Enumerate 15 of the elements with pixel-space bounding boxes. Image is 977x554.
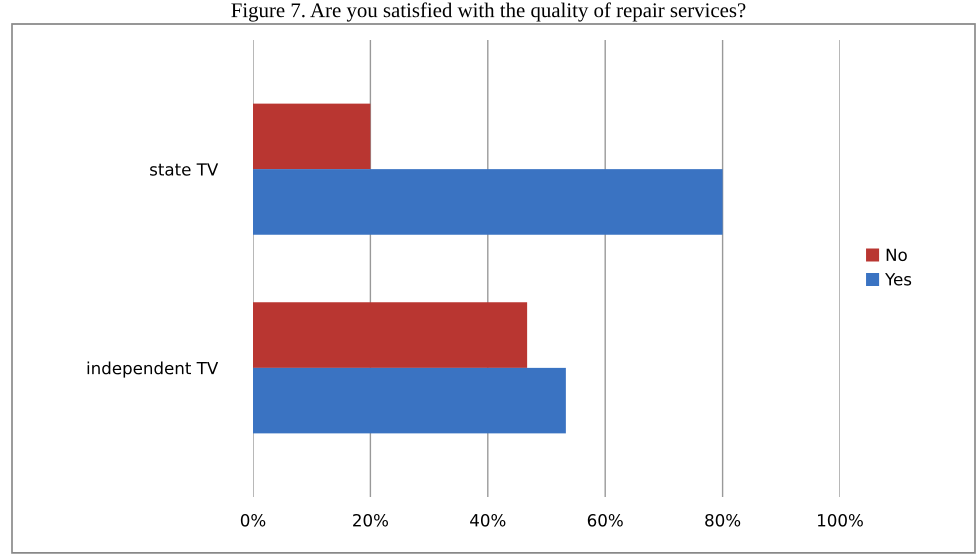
x-tick-label: 20% <box>353 514 388 527</box>
bar <box>253 169 723 235</box>
y-tick-label: independent TV <box>88 362 218 378</box>
bar <box>253 368 566 434</box>
x-tick-label: 80% <box>705 514 740 527</box>
legend-label: No <box>886 248 907 262</box>
x-tick-label: 40% <box>470 514 506 527</box>
legend-label: Yes <box>885 273 912 286</box>
x-tick-label: 100% <box>818 514 863 527</box>
x-tick-label: 0% <box>240 514 266 527</box>
bar <box>253 104 370 170</box>
y-tick-label: state TV <box>150 163 218 176</box>
x-tick-label: 60% <box>588 514 623 527</box>
chart-title: Figure 7. Are you satisfied with the quality of repair services? <box>231 2 746 22</box>
bar <box>253 302 528 368</box>
